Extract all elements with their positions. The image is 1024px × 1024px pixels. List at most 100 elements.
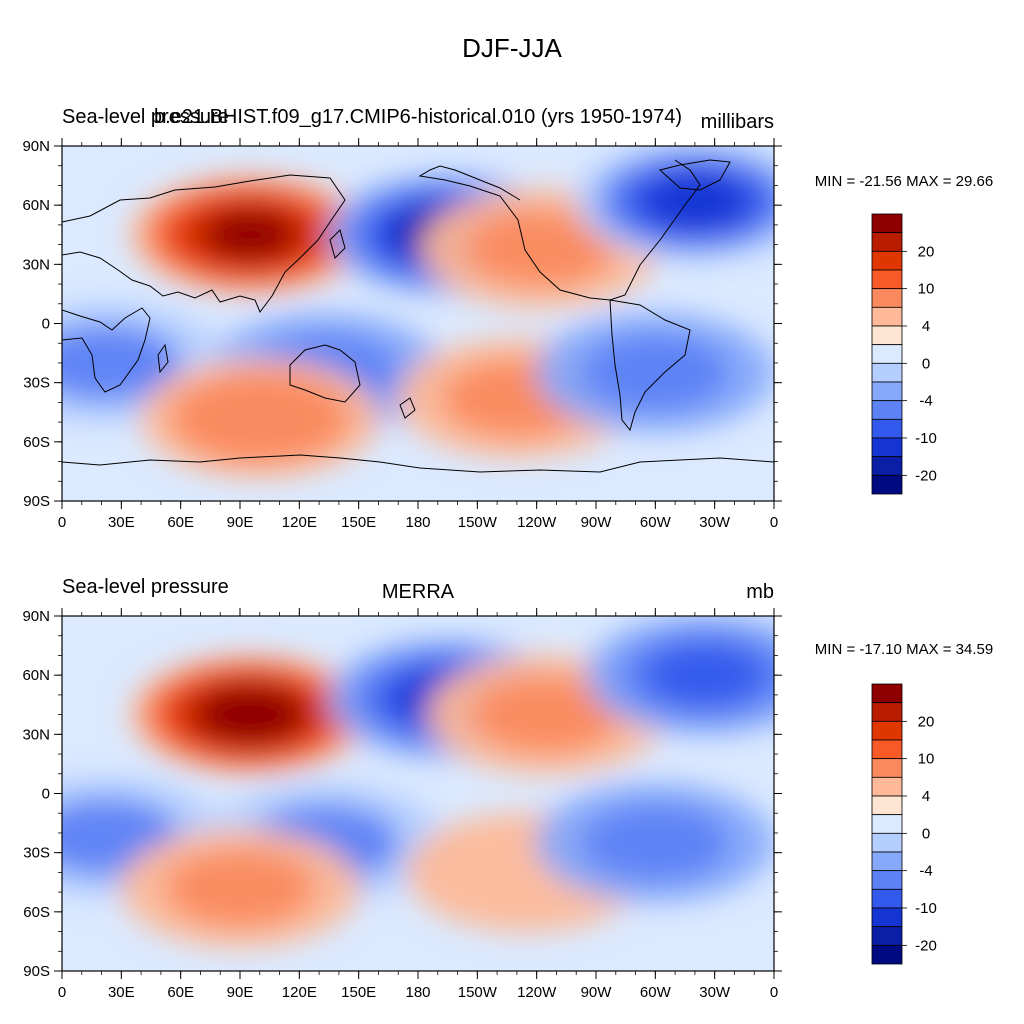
- x-tick-label: 90E: [227, 514, 254, 531]
- panel-obs-field: [62, 616, 774, 971]
- panel-model-title-left: Sea-level pressure: [62, 106, 229, 128]
- x-tick-label: 60W: [640, 984, 672, 1001]
- colorbar-swatch: [871, 888, 903, 909]
- colorbar-swatch: [871, 832, 903, 853]
- x-tick-label: 30E: [108, 514, 135, 531]
- colorbar-label: 10: [918, 751, 935, 768]
- colorbar-swatch: [871, 437, 903, 458]
- colorbar-swatch: [871, 213, 903, 234]
- coast-antarctica: [62, 454, 774, 473]
- coast-eurasia: [62, 174, 346, 313]
- colorbar-swatch: [871, 269, 903, 290]
- x-tick-label: 0: [770, 514, 778, 531]
- anomaly-south-africa-low: [62, 323, 181, 402]
- y-tick-label: 60S: [23, 904, 50, 921]
- colorbar-swatch: [871, 362, 903, 383]
- colorbar-swatch: [871, 702, 903, 722]
- coast-africa: [62, 307, 151, 393]
- colorbar-swatch: [871, 795, 903, 816]
- colorbar-swatch: [871, 288, 903, 308]
- anomaly-south-america-low: [580, 803, 731, 882]
- colorbar-label: -10: [915, 430, 937, 447]
- colorbar-label: 4: [922, 318, 930, 335]
- panel-obs-title-right: mb: [746, 581, 774, 603]
- x-tick-label: 60W: [640, 514, 672, 531]
- anomaly-siberian-high: [207, 210, 293, 259]
- colorbar-swatch: [871, 758, 903, 778]
- colorbar-swatch: [871, 325, 903, 346]
- y-tick-label: 90N: [22, 138, 50, 155]
- anomaly-south-indian-high: [165, 849, 315, 928]
- x-tick-label: 150E: [341, 514, 376, 531]
- colorbar-label: 20: [918, 713, 935, 730]
- panel-obs-title-center: MERRA: [382, 581, 455, 603]
- x-tick-label: 90W: [581, 984, 613, 1001]
- colorbar-swatch: [871, 400, 903, 420]
- panel-obs-axes: 0 30E 60E 90E 120E 150E 180 150W 120W 90W 60W 30W 09…: [22, 608, 782, 1001]
- colorbar-label: 20: [918, 243, 935, 260]
- x-tick-label: 30E: [108, 984, 135, 1001]
- colorbar-swatch: [871, 776, 903, 797]
- anomaly-north-american-high: [471, 675, 622, 754]
- x-tick-label: 150W: [458, 514, 498, 531]
- colorbar-label: 10: [918, 281, 935, 298]
- panel-model-title-right: millibars: [701, 111, 774, 133]
- y-tick-label: 30N: [22, 726, 50, 743]
- x-tick-label: 180: [405, 984, 430, 1001]
- colorbar-label: -4: [919, 863, 932, 880]
- panel-obs: 0 30E 60E 90E 120E 150E 180 150W 120W 90W 60W 30W 09…: [22, 576, 993, 1001]
- colorbar-label: -20: [915, 937, 937, 954]
- coast-greenland: [658, 159, 731, 191]
- colorbar-swatch: [871, 456, 903, 476]
- panel-obs-title-left: Sea-level pressure: [62, 576, 229, 598]
- coast-madagascar: [157, 343, 169, 374]
- x-tick-label: 120W: [517, 514, 557, 531]
- colorbar-label: -10: [915, 900, 937, 917]
- coast-new-zealand: [399, 397, 416, 419]
- colorbar-label: -4: [919, 393, 932, 410]
- anomaly-icelandic-low: [644, 643, 765, 708]
- x-tick-label: 150E: [341, 984, 376, 1001]
- colorbar-swatch: [871, 907, 903, 928]
- colorbar-swatch: [871, 306, 903, 327]
- y-tick-label: 0: [42, 786, 50, 803]
- anomaly-icelandic-low: [642, 172, 748, 230]
- panel-obs-stats: MIN = -17.10 MAX = 34.59: [815, 641, 993, 658]
- colorbar-label: 0: [922, 825, 930, 842]
- y-tick-label: 30N: [22, 256, 50, 273]
- x-tick-label: 90W: [581, 514, 613, 531]
- colorbar-swatch: [871, 720, 903, 741]
- panel-model-coastlines: [62, 159, 774, 473]
- figure-title: DJF-JJA: [462, 33, 562, 63]
- x-tick-label: 120W: [517, 984, 557, 1001]
- colorbar-swatch: [871, 418, 903, 439]
- coast-north-america: [418, 159, 701, 301]
- coast-japan: [329, 229, 346, 259]
- x-tick-label: 120E: [282, 984, 317, 1001]
- colorbar-swatch: [871, 344, 903, 364]
- panel-obs-colorbar: 20 10 4 0 -4 -10 -20: [871, 683, 937, 965]
- colorbar-swatch: [871, 232, 903, 252]
- x-tick-label: 120E: [282, 514, 317, 531]
- colorbar-swatch: [871, 381, 903, 402]
- x-tick-label: 90E: [227, 984, 254, 1001]
- y-tick-label: 90S: [23, 493, 50, 510]
- colorbar-swatch: [871, 851, 903, 872]
- x-tick-label: 150W: [458, 984, 498, 1001]
- x-tick-label: 180: [405, 514, 430, 531]
- panel-model-axes: 0 30E 60E 90E 120E 150E 180 150W 120W 90W 60W 30W 09…: [22, 138, 782, 531]
- y-tick-label: 90S: [23, 963, 50, 980]
- colorbar-swatch: [871, 739, 903, 760]
- anomaly-north-american-high: [465, 209, 616, 288]
- x-tick-label: 60E: [167, 514, 194, 531]
- panel-model-title-center: b.e21.BHIST.f09_g17.CMIP6-historical.010…: [154, 106, 682, 128]
- colorbar-swatch: [871, 870, 903, 890]
- anomaly-south-america-low: [580, 333, 731, 412]
- x-tick-label: 30W: [699, 514, 731, 531]
- anomaly-siberian-high: [208, 691, 292, 738]
- colorbar-swatch: [871, 814, 903, 834]
- colorbar-label: 4: [922, 788, 930, 805]
- anomaly-south-indian-high: [199, 386, 320, 451]
- colorbar-label: 0: [922, 355, 930, 372]
